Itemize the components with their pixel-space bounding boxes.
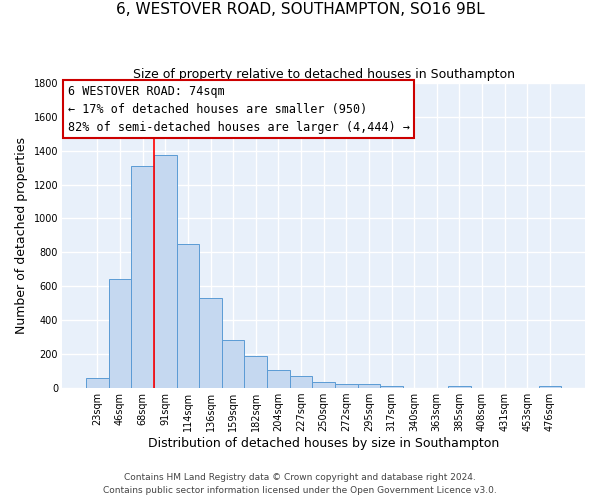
Bar xyxy=(380,386,403,388)
Title: Size of property relative to detached houses in Southampton: Size of property relative to detached ho… xyxy=(133,68,515,80)
Bar xyxy=(154,155,176,388)
X-axis label: Distribution of detached houses by size in Southampton: Distribution of detached houses by size … xyxy=(148,437,499,450)
Y-axis label: Number of detached properties: Number of detached properties xyxy=(15,137,28,334)
Bar xyxy=(313,382,335,388)
Bar xyxy=(176,244,199,388)
Bar xyxy=(109,278,131,388)
Bar xyxy=(290,376,313,388)
Text: 6 WESTOVER ROAD: 74sqm
← 17% of detached houses are smaller (950)
82% of semi-de: 6 WESTOVER ROAD: 74sqm ← 17% of detached… xyxy=(68,84,410,134)
Bar xyxy=(539,386,561,388)
Text: Contains HM Land Registry data © Crown copyright and database right 2024.
Contai: Contains HM Land Registry data © Crown c… xyxy=(103,474,497,495)
Bar xyxy=(222,340,244,388)
Bar xyxy=(131,166,154,388)
Bar xyxy=(448,386,471,388)
Bar xyxy=(267,370,290,388)
Bar xyxy=(86,378,109,388)
Bar xyxy=(358,384,380,388)
Text: 6, WESTOVER ROAD, SOUTHAMPTON, SO16 9BL: 6, WESTOVER ROAD, SOUTHAMPTON, SO16 9BL xyxy=(116,2,484,18)
Bar xyxy=(244,356,267,388)
Bar xyxy=(199,298,222,388)
Bar xyxy=(335,384,358,388)
